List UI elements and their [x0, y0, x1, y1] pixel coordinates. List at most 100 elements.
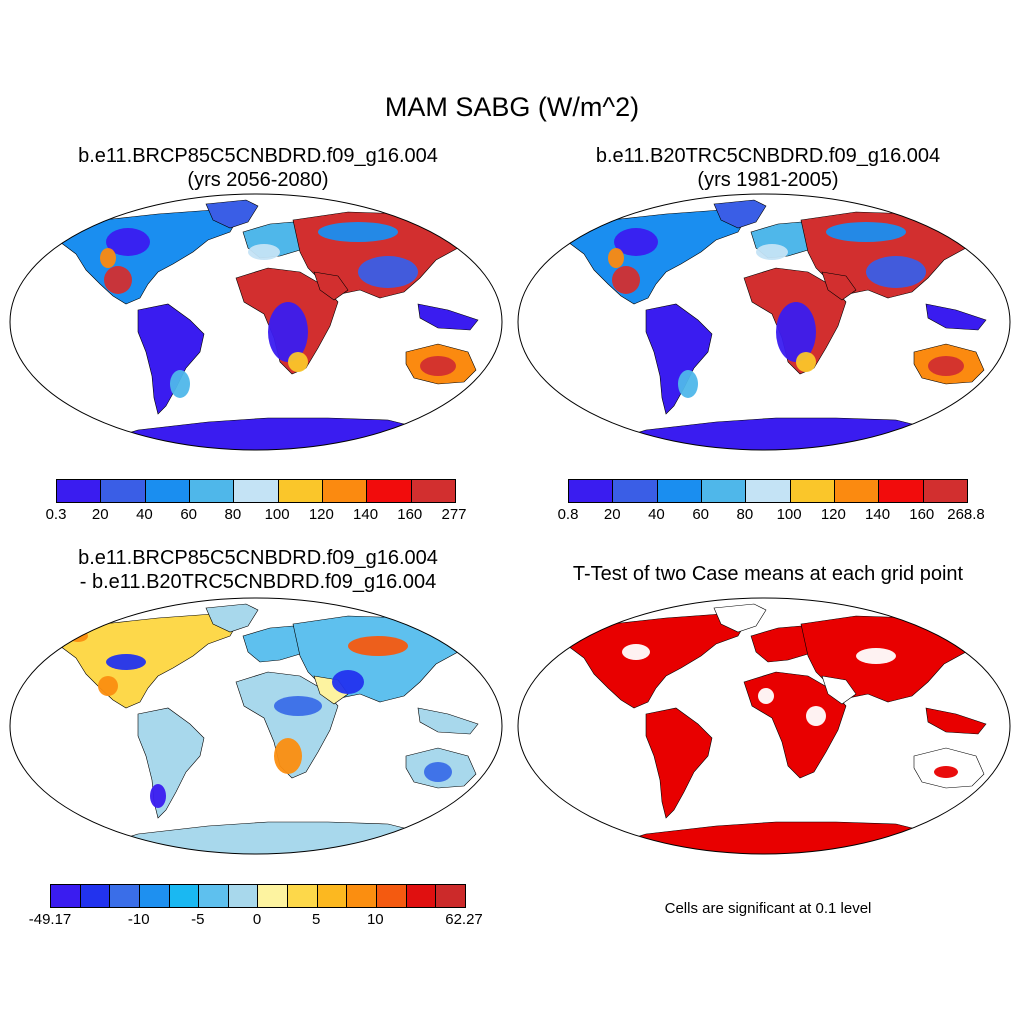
- colorbar-tick-label: 5: [311, 911, 321, 928]
- colorbar-swatch: [228, 885, 259, 907]
- significance-note: Cells are significant at 0.1 level: [664, 900, 872, 917]
- map-panel-3: [9, 597, 503, 855]
- field-region: [612, 266, 640, 294]
- colorbar-swatch: [569, 480, 614, 502]
- field-region: [348, 636, 408, 656]
- colorbar-tick-label: 60: [692, 506, 709, 523]
- panel2-title-line1: b.e11.B20TRC5CNBDRD.f09_g16.004: [595, 145, 941, 167]
- colorbar-swatch: [199, 885, 229, 907]
- field-region: [776, 302, 816, 362]
- panel3-title-line2: - b.e11.B20TRC5CNBDRD.f09_g16.004: [79, 571, 437, 593]
- field-region: [928, 356, 964, 376]
- colorbar-tick-label: 20: [603, 506, 621, 523]
- colorbar-tick-label: 160: [909, 506, 935, 523]
- landmass-seAsia: [417, 707, 479, 735]
- landmass-northAmerica: [47, 209, 239, 305]
- landmass-southAmerica: [645, 303, 713, 415]
- colorbar-tick-label: 20: [91, 506, 109, 523]
- map-frame: [517, 597, 1011, 855]
- colorbar-swatch: [923, 480, 967, 502]
- map-panel-2: [517, 193, 1011, 451]
- colorbar-swatch: [101, 480, 146, 502]
- map-frame: [9, 193, 503, 451]
- colorbar-swatch: [145, 480, 190, 502]
- landmass-seAsia: [417, 303, 479, 331]
- colorbar-tick-label: 120: [820, 506, 846, 523]
- field-region: [150, 784, 166, 808]
- colorbar-swatch: [258, 885, 289, 907]
- landmass-antarctica: [93, 417, 449, 450]
- field-region: [420, 356, 456, 376]
- colorbar-swatch: [278, 480, 323, 502]
- colorbar-tick-label: 40: [648, 506, 665, 523]
- colorbar-swatch: [169, 885, 200, 907]
- colorbar-swatch: [834, 480, 880, 502]
- panel2-title-line2: (yrs 1981-2005): [697, 169, 839, 191]
- colorbar-tick-label: 0.8: [557, 506, 579, 523]
- colorbar-tick-label: -49.17: [28, 911, 72, 928]
- landmass-greenland: [713, 199, 767, 229]
- colorbar-swatch: [613, 480, 658, 502]
- colorbar-tick-label: 160: [397, 506, 423, 523]
- landmass-northAmerica: [555, 613, 747, 709]
- field-region: [424, 762, 452, 782]
- colorbar-swatch: [288, 885, 318, 907]
- colorbar-panel-1: [56, 479, 456, 503]
- landmass-arabia: [313, 271, 349, 301]
- colorbar-swatch: [57, 480, 102, 502]
- colorbar-tick-label: 268.8: [947, 506, 985, 523]
- map-frame: [517, 193, 1011, 451]
- panel3-title: b.e11.BRCP85C5CNBDRD.f09_g16.004 - b.e11…: [16, 546, 500, 594]
- map-panel-4: [517, 597, 1011, 855]
- field-region: [268, 302, 308, 362]
- field-region: [274, 738, 302, 774]
- landmass-southAmerica: [137, 707, 205, 819]
- panel2-title: b.e11.B20TRC5CNBDRD.f09_g16.004 (yrs 198…: [526, 144, 1010, 192]
- field-region: [98, 676, 118, 696]
- field-region: [170, 370, 190, 398]
- field-region: [758, 688, 774, 704]
- colorbar-swatch: [139, 885, 170, 907]
- landmass-antarctica: [93, 821, 449, 854]
- landmass-northAmerica: [555, 209, 747, 305]
- colorbar-tick-label: 100: [264, 506, 290, 523]
- landmass-seAsia: [925, 707, 987, 735]
- field-region: [100, 248, 116, 268]
- field-region: [318, 222, 398, 242]
- field-region: [274, 696, 322, 716]
- landmass-greenland: [713, 603, 767, 633]
- colorbar-swatch: [879, 480, 924, 502]
- colorbar-swatch: [411, 480, 455, 502]
- landmass-antarctica: [601, 821, 957, 854]
- field-region: [614, 228, 658, 256]
- colorbar-swatch: [790, 480, 835, 502]
- field-region: [288, 352, 308, 372]
- field-region: [358, 256, 418, 288]
- colorbar-swatch: [701, 480, 747, 502]
- field-region: [796, 352, 816, 372]
- panel1-title-line1: b.e11.BRCP85C5CNBDRD.f09_g16.004: [78, 145, 438, 167]
- colorbar-swatch: [377, 885, 407, 907]
- field-region: [756, 244, 788, 260]
- colorbar-tick-label: 80: [224, 506, 242, 523]
- field-region: [866, 256, 926, 288]
- field-region: [332, 670, 364, 694]
- colorbar-tick-label: 140: [353, 506, 379, 523]
- colorbar-tick-label: -10: [127, 911, 150, 928]
- field-region: [68, 630, 88, 642]
- colorbar-tick-label: 80: [736, 506, 754, 523]
- landmass-seAsia: [925, 303, 987, 331]
- field-region: [856, 648, 896, 664]
- landmass-greenland: [205, 603, 259, 633]
- field-region: [806, 706, 826, 726]
- colorbar-swatch: [746, 480, 791, 502]
- colorbar-tick-label: 10: [366, 911, 384, 928]
- colorbar-swatch: [189, 480, 235, 502]
- colorbar-tick-label: 40: [136, 506, 153, 523]
- field-region: [248, 244, 280, 260]
- colorbar-panel-3: [50, 884, 466, 908]
- panel1-title: b.e11.BRCP85C5CNBDRD.f09_g16.004 (yrs 20…: [16, 144, 500, 192]
- colorbar-swatch: [657, 480, 702, 502]
- field-region: [622, 644, 650, 660]
- colorbar-tick-label: 277: [441, 506, 467, 523]
